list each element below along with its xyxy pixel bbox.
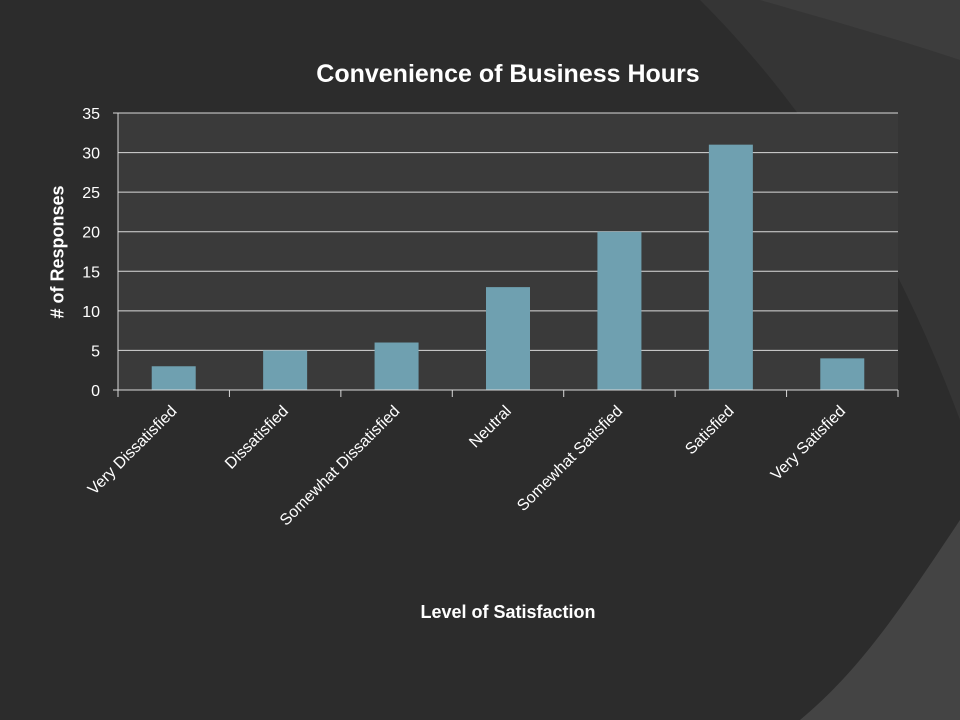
x-tick-label: Somewhat Satisfied [514,403,626,515]
y-tick-label: 5 [91,343,100,360]
x-tick-label: Neutral [466,403,514,451]
bar [263,350,308,390]
y-tick-label: 35 [82,106,100,123]
decorative-band [800,520,960,720]
x-tick-label: Very Satisfied [768,403,849,484]
bars [151,144,865,390]
decorative-band [760,0,960,60]
bar [820,358,865,390]
x-tick-label: Satisfied [682,403,737,458]
y-tick-label: 0 [91,383,100,400]
y-tick-label: 10 [82,304,100,321]
bar [151,366,196,390]
y-tick-label: 30 [82,146,100,163]
x-tick-label: Dissatisfied [222,403,292,473]
bar [708,144,753,390]
chart-title: Convenience of Business Hours [316,60,700,88]
bar [597,231,642,390]
x-tick-label: Somewhat Dissatisfied [277,403,403,529]
y-tick-label: 20 [82,225,100,242]
axes [113,112,899,397]
y-tick-label: 15 [82,264,100,281]
bar [486,287,530,390]
bar [374,342,419,390]
x-axis-title: Level of Satisfaction [420,602,596,622]
y-tick-labels: 0 5 10 15 20 25 30 35 [82,106,100,400]
x-tick-label: Very Dissatisfied [85,403,181,499]
y-tick-label: 25 [82,185,100,202]
